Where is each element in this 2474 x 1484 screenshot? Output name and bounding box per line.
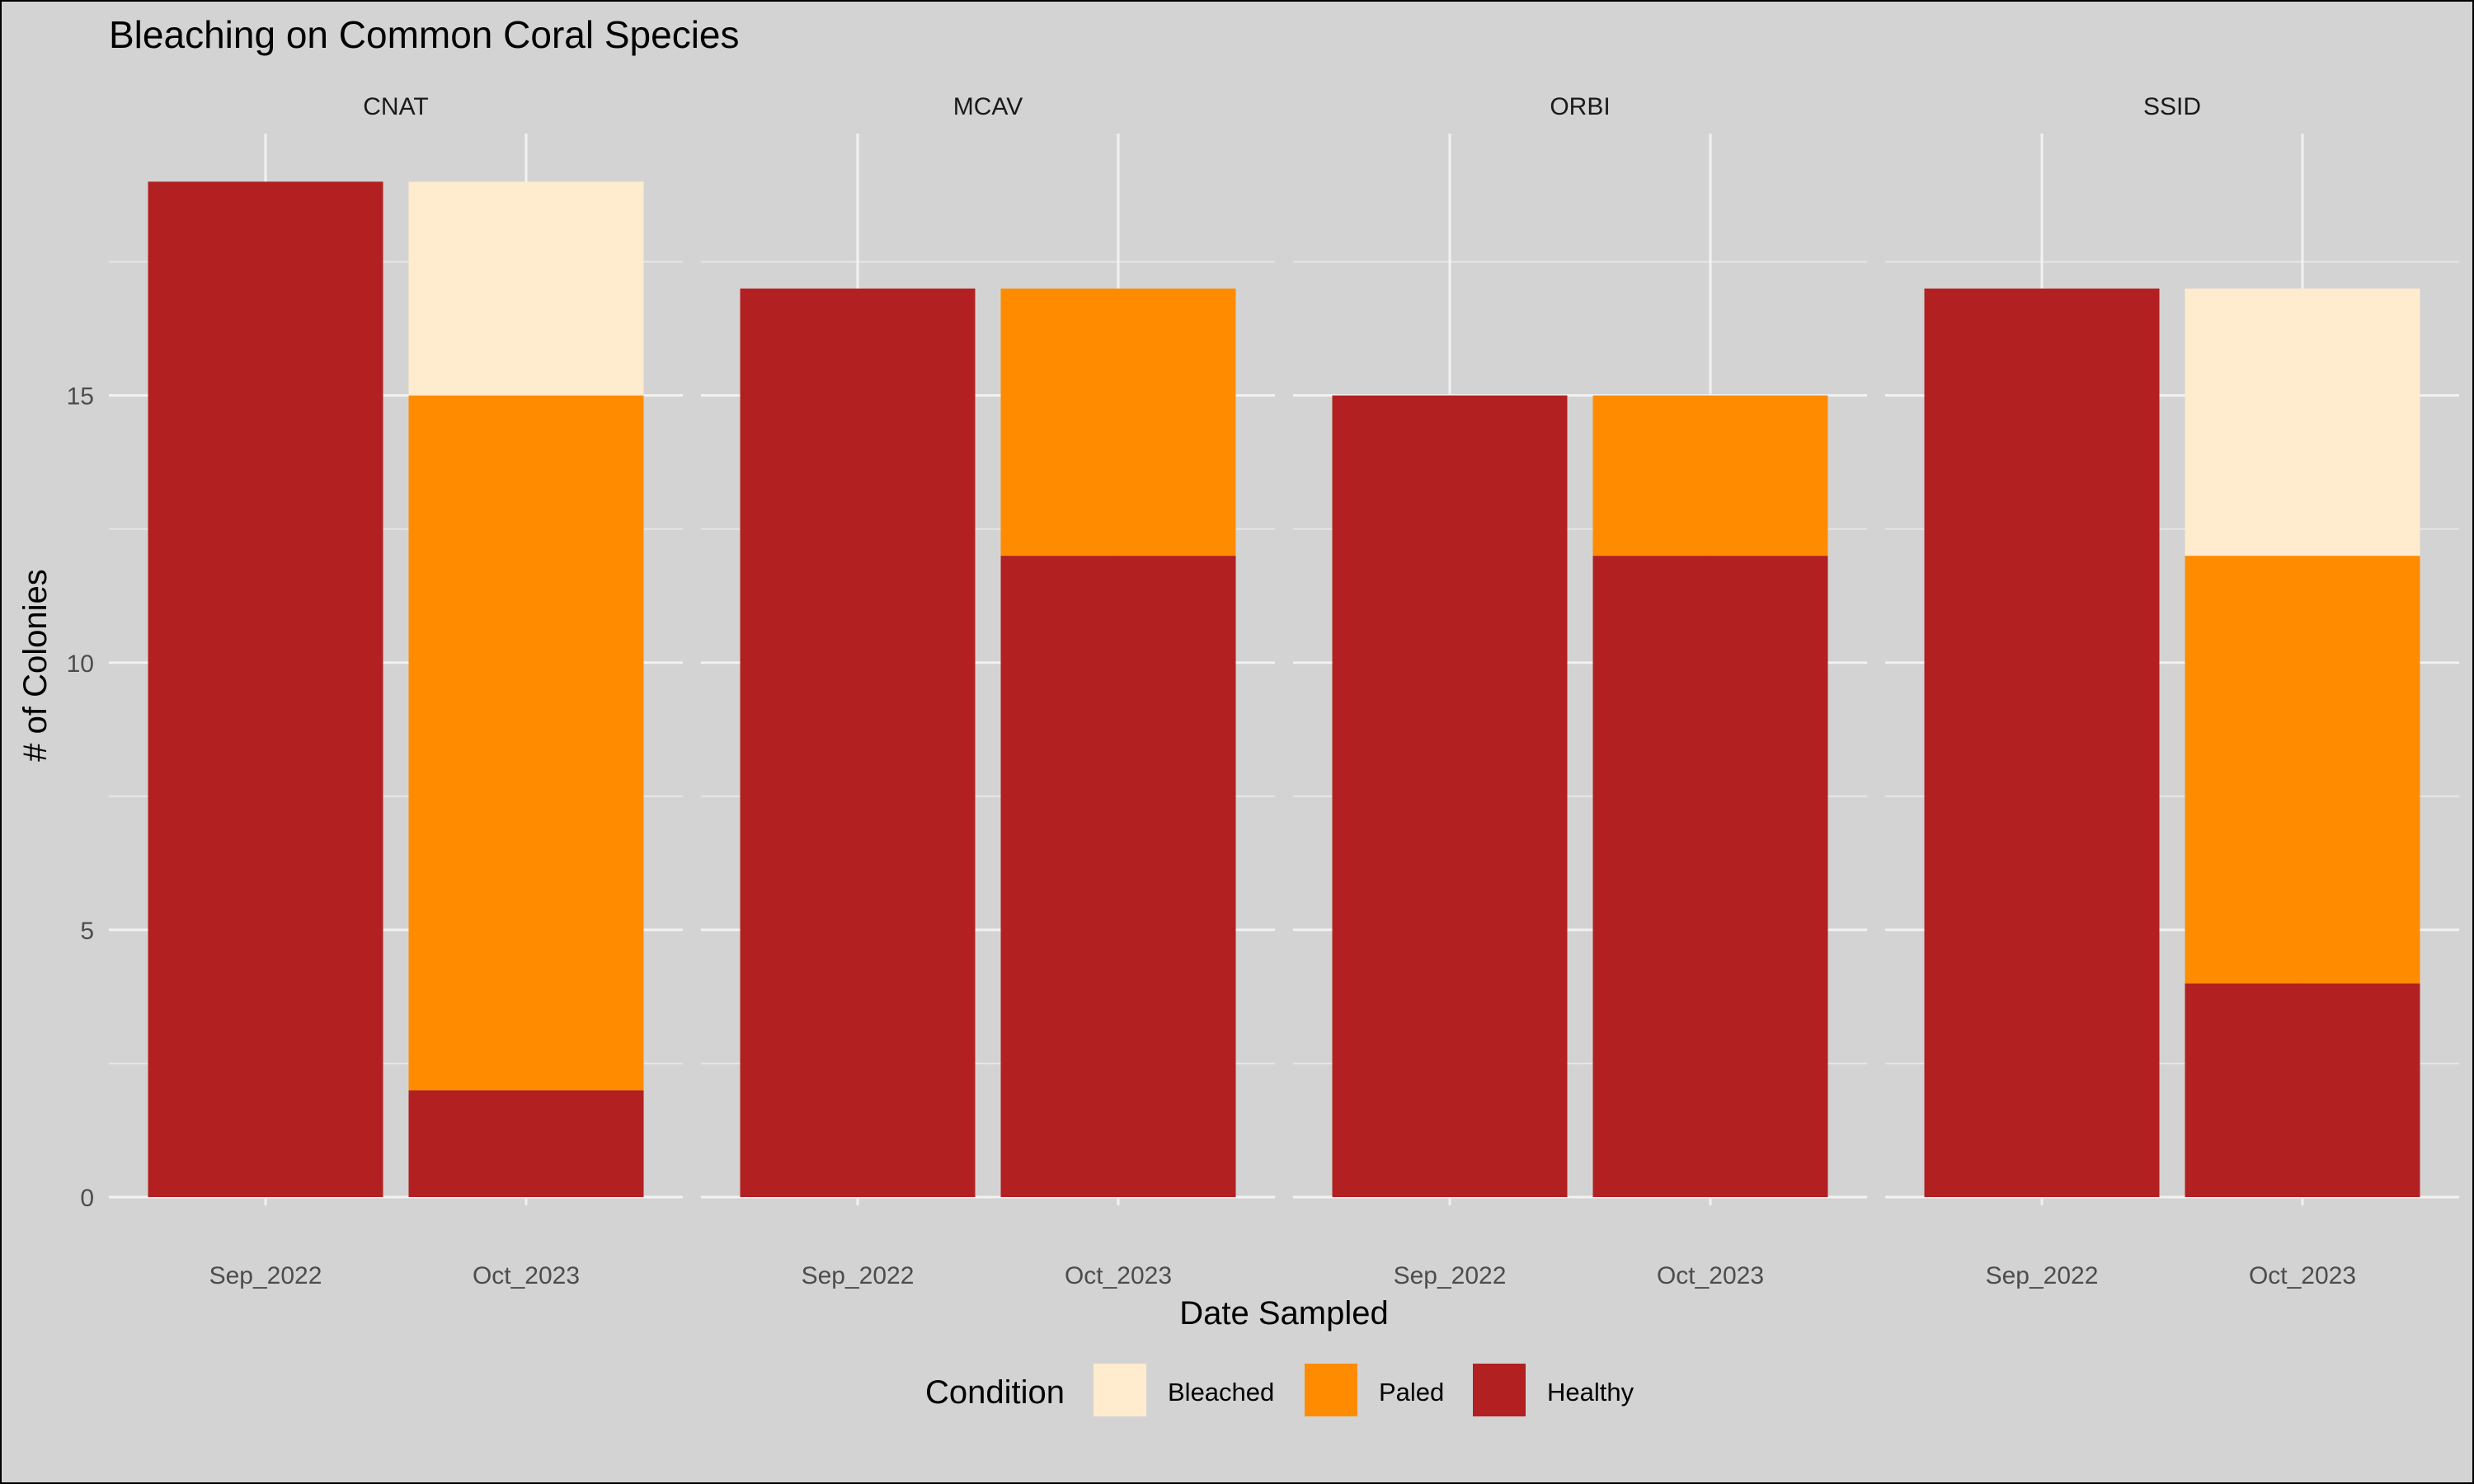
x-tick-label: Sep_2022 [209, 1262, 322, 1289]
y-tick-label: 15 [67, 383, 94, 411]
bar-orbi-sep_2022-healthy [1332, 395, 1568, 1197]
y-tick-label: 5 [80, 918, 94, 945]
legend-label-paled: Paled [1379, 1378, 1444, 1407]
x-axis-label: Date Sampled [1179, 1295, 1388, 1331]
bar-ssid-oct_2023-bleached [2185, 288, 2420, 556]
chart-title: Bleaching on Common Coral Species [109, 13, 740, 56]
bar-cnat-oct_2023-healthy [408, 1090, 644, 1197]
legend-key-paled [1305, 1364, 1357, 1416]
bar-orbi-oct_2023-paled [1592, 395, 1828, 556]
bar-ssid-oct_2023-healthy [2185, 983, 2420, 1197]
bar-mcav-oct_2023-paled [1000, 288, 1236, 556]
y-axis-label: # of Colonies [17, 569, 54, 761]
x-tick-label: Sep_2022 [1986, 1262, 2099, 1289]
x-tick-label: Oct_2023 [1065, 1262, 1172, 1289]
bars-layer [148, 181, 2420, 1198]
legend-title: Condition [925, 1374, 1065, 1411]
text-layer: Bleaching on Common Coral Species CNAT MCA… [17, 13, 2356, 1331]
x-tick-label: Oct_2023 [473, 1262, 580, 1289]
facet-label-cnat: CNAT [363, 93, 428, 120]
facet-label-ssid: SSID [2143, 93, 2201, 120]
bar-ssid-oct_2023-paled [2185, 556, 2420, 984]
bar-mcav-sep_2022-healthy [740, 288, 976, 1197]
y-tick-label: 0 [80, 1185, 94, 1212]
bar-cnat-oct_2023-paled [408, 395, 644, 1091]
legend-label-bleached: Bleached [1168, 1378, 1274, 1407]
bar-mcav-oct_2023-healthy [1000, 556, 1236, 1197]
legend-key-bleached [1094, 1364, 1146, 1416]
y-tick-label: 10 [67, 650, 94, 678]
bar-cnat-sep_2022-healthy [148, 181, 383, 1198]
legend: Condition Bleached Paled Healthy [925, 1364, 1634, 1416]
x-tick-label: Oct_2023 [1657, 1262, 1764, 1289]
x-tick-label: Oct_2023 [2249, 1262, 2356, 1289]
bar-cnat-oct_2023-bleached [408, 181, 644, 396]
facet-label-mcav: MCAV [953, 93, 1023, 120]
bar-orbi-oct_2023-healthy [1592, 556, 1828, 1197]
legend-label-healthy: Healthy [1547, 1378, 1634, 1407]
bar-ssid-sep_2022-healthy [1924, 288, 2160, 1197]
x-tick-label: Sep_2022 [802, 1262, 915, 1289]
facet-label-orbi: ORBI [1550, 93, 1610, 120]
legend-key-healthy [1473, 1364, 1526, 1416]
x-tick-label: Sep_2022 [1394, 1262, 1507, 1289]
